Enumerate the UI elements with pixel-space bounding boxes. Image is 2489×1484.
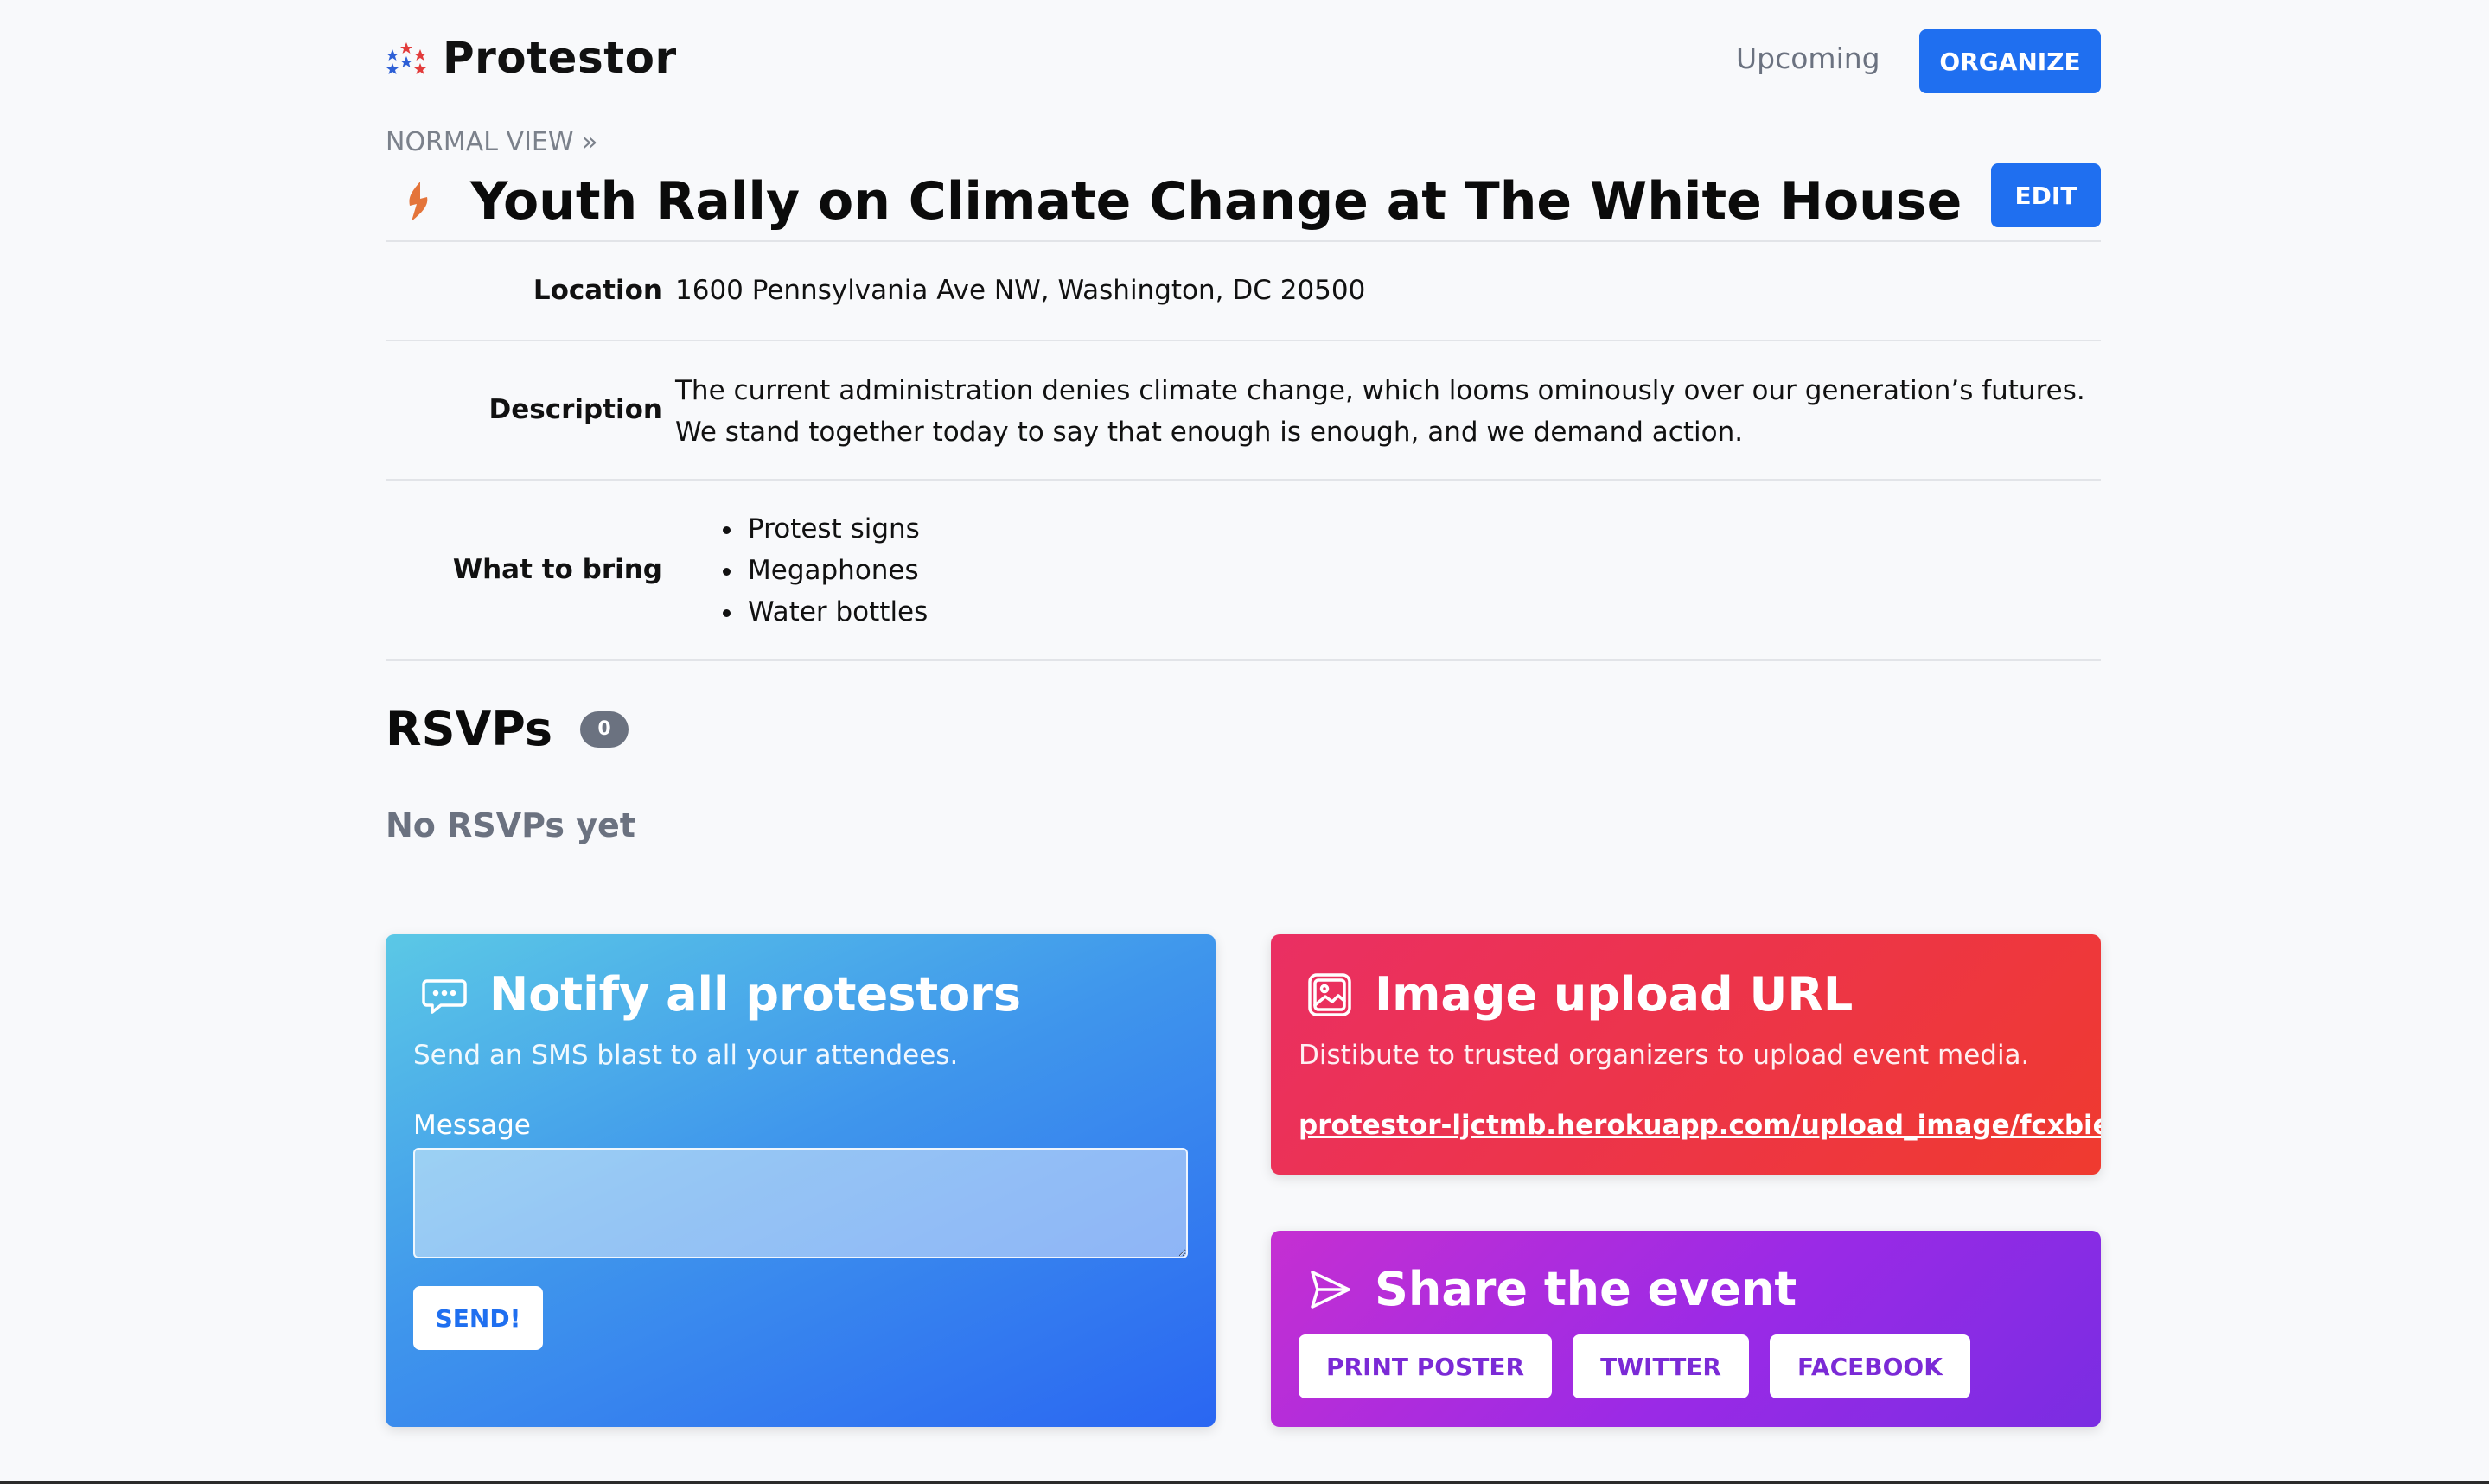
image-icon bbox=[1308, 972, 1351, 1016]
list-item: Megaphones bbox=[744, 550, 928, 591]
print-poster-button[interactable]: PRINT POSTER bbox=[1299, 1334, 1553, 1398]
rsvps-heading: RSVPs 0 bbox=[386, 702, 629, 756]
no-rsvps-text: No RSVPs yet bbox=[386, 806, 635, 844]
rsvp-count-badge: 0 bbox=[580, 710, 629, 748]
notify-card-subtitle: Send an SMS blast to all your attendees. bbox=[413, 1040, 959, 1071]
event-title: Youth Rally on Climate Change at The Whi… bbox=[470, 171, 1962, 232]
list-item: Water bottles bbox=[744, 591, 928, 633]
what-to-bring-label: What to bring bbox=[452, 554, 662, 585]
organize-button[interactable]: ORGANIZE bbox=[1919, 29, 2101, 93]
message-label: Message bbox=[413, 1110, 531, 1141]
chat-bubble-icon bbox=[422, 978, 467, 1014]
divider bbox=[386, 479, 2101, 481]
stars-logo-icon bbox=[386, 42, 426, 74]
notify-card: Notify all protestors Send an SMS blast … bbox=[386, 934, 1216, 1427]
brand[interactable]: Protestor bbox=[386, 33, 677, 83]
window-bottom-edge bbox=[0, 1481, 2489, 1484]
notify-card-header: Notify all protestors bbox=[420, 967, 1021, 1022]
upload-url-link[interactable]: protestor-ljctmb.herokuapp.com/upload_im… bbox=[1299, 1110, 2101, 1141]
divider bbox=[386, 340, 2101, 341]
location-value: 1600 Pennsylvania Ave NW, Washington, DC… bbox=[675, 275, 1366, 306]
description-value: The current administration denies climat… bbox=[675, 375, 2085, 448]
divider bbox=[386, 240, 2101, 242]
description-label: Description bbox=[488, 394, 662, 425]
send-arrow-icon bbox=[1311, 1270, 1350, 1309]
edit-button[interactable]: EDIT bbox=[1991, 163, 2101, 227]
facebook-button[interactable]: FACEBOOK bbox=[1770, 1334, 1970, 1398]
send-button[interactable]: SEND! bbox=[413, 1286, 543, 1350]
title-row: Youth Rally on Climate Change at The Whi… bbox=[386, 162, 2101, 240]
brand-name: Protestor bbox=[443, 33, 677, 83]
notify-card-title: Notify all protestors bbox=[489, 967, 1022, 1022]
fire-icon bbox=[409, 182, 428, 221]
share-card: Share the event PRINT POSTER TWITTER FAC… bbox=[1271, 1231, 2101, 1427]
nav-upcoming-link[interactable]: Upcoming bbox=[1736, 41, 1880, 75]
location-label: Location bbox=[533, 275, 662, 306]
list-item: Protest signs bbox=[744, 508, 928, 550]
upload-card-header: Image upload URL bbox=[1305, 967, 1853, 1022]
what-to-bring-list: Protest signs Megaphones Water bottles bbox=[675, 508, 928, 633]
divider bbox=[386, 659, 2101, 661]
share-card-title: Share the event bbox=[1375, 1262, 1797, 1316]
twitter-button[interactable]: TWITTER bbox=[1573, 1334, 1749, 1398]
rsvps-title: RSVPs bbox=[386, 702, 553, 756]
share-card-header: Share the event bbox=[1305, 1262, 1797, 1316]
breadcrumb-normal-view[interactable]: NORMAL VIEW » bbox=[386, 127, 598, 157]
message-input[interactable] bbox=[413, 1148, 1188, 1258]
image-upload-card: Image upload URL Distibute to trusted or… bbox=[1271, 934, 2101, 1175]
share-buttons: PRINT POSTER TWITTER FACEBOOK bbox=[1299, 1334, 1970, 1398]
upload-card-title: Image upload URL bbox=[1375, 967, 1854, 1022]
upload-card-subtitle: Distibute to trusted organizers to uploa… bbox=[1299, 1040, 2030, 1071]
